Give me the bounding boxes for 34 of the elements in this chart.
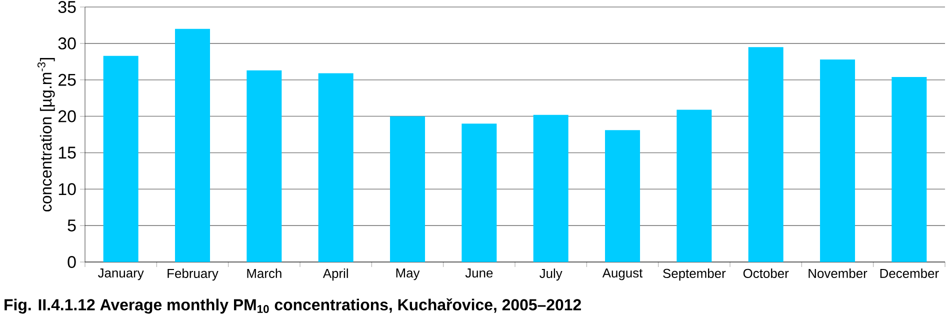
bar	[748, 47, 784, 262]
bar	[390, 116, 426, 262]
y-tick-label: 0	[68, 256, 76, 268]
bar	[175, 28, 210, 262]
bar	[820, 59, 856, 262]
x-tick-label: May	[396, 268, 420, 280]
bar	[605, 130, 640, 262]
y-tick-label: 20	[58, 110, 76, 122]
text: Fig. II.4.1.12 Average monthly PM$_{10}$ concentrations, Kuchařovice, 2005–2012	[4, 298, 581, 314]
y-tick-label: 5	[68, 220, 76, 232]
bar	[533, 114, 568, 262]
bar	[246, 70, 282, 262]
x-tick-label: November	[808, 268, 868, 278]
x-tick-label: April	[322, 268, 348, 281]
x-tick-label: March	[247, 268, 282, 278]
y-axis-title: concentration [µg.m$^{-3}$]	[37, 58, 55, 212]
x-tick-label: June	[465, 268, 493, 278]
y-tick-label: 30	[58, 37, 76, 50]
y-tick-label: 15	[58, 146, 76, 159]
bar	[103, 56, 138, 262]
x-tick-label: July	[540, 268, 562, 281]
bar	[462, 124, 497, 262]
bar	[892, 76, 927, 262]
x-tick-label: August	[602, 268, 643, 280]
x-tick-label: December	[880, 268, 939, 278]
x-tick-label: January	[98, 268, 144, 280]
bar	[318, 73, 354, 262]
y-tick-label: 35	[58, 1, 76, 14]
x-tick-label: October	[743, 268, 789, 278]
x-tick-label: September	[663, 268, 726, 281]
bar	[676, 110, 712, 262]
y-tick-label: 25	[58, 74, 76, 86]
x-tick-label: February	[168, 268, 218, 281]
y-tick-label: 10	[58, 183, 76, 196]
